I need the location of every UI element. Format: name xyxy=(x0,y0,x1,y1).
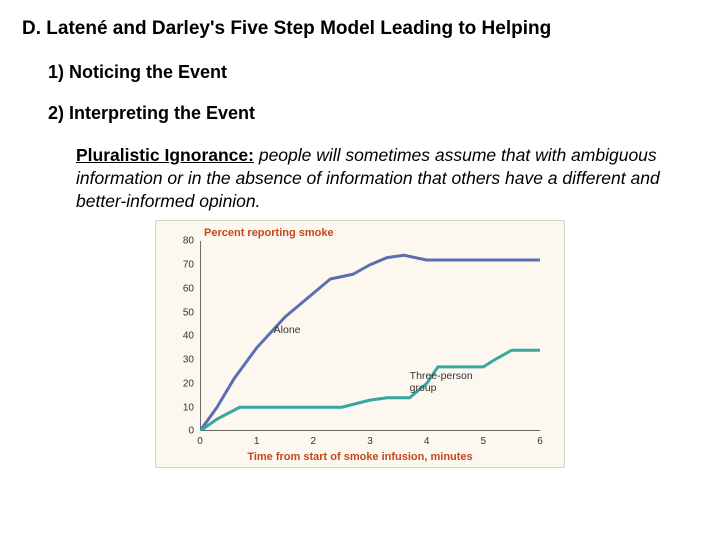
y-tick: 70 xyxy=(164,260,194,271)
y-tick: 30 xyxy=(164,355,194,366)
chart-plot xyxy=(200,241,540,431)
page-heading: D. Latené and Darley's Five Step Model L… xyxy=(22,18,698,40)
x-tick: 4 xyxy=(424,436,430,447)
series-label: Three-person group xyxy=(410,370,488,394)
definition-block: Pluralistic Ignorance: people will somet… xyxy=(76,144,678,212)
x-tick: 1 xyxy=(254,436,260,447)
y-tick: 0 xyxy=(164,426,194,437)
chart-title: Percent reporting smoke xyxy=(204,227,334,239)
y-tick: 80 xyxy=(164,236,194,247)
series-label: Alone xyxy=(274,324,301,336)
y-tick: 60 xyxy=(164,283,194,294)
smoke-chart: Percent reporting smoke Time from start … xyxy=(155,220,565,468)
step-1: 1) Noticing the Event xyxy=(48,62,698,83)
y-tick: 20 xyxy=(164,378,194,389)
x-tick: 6 xyxy=(537,436,543,447)
x-tick: 2 xyxy=(311,436,317,447)
x-tick: 5 xyxy=(481,436,487,447)
x-tick: 0 xyxy=(197,436,203,447)
step-2: 2) Interpreting the Event xyxy=(48,103,698,124)
y-tick: 50 xyxy=(164,307,194,318)
x-tick: 3 xyxy=(367,436,373,447)
term: Pluralistic Ignorance: xyxy=(76,145,254,165)
chart-xlabel: Time from start of smoke infusion, minut… xyxy=(156,451,564,463)
y-tick: 10 xyxy=(164,402,194,413)
y-tick: 40 xyxy=(164,331,194,342)
